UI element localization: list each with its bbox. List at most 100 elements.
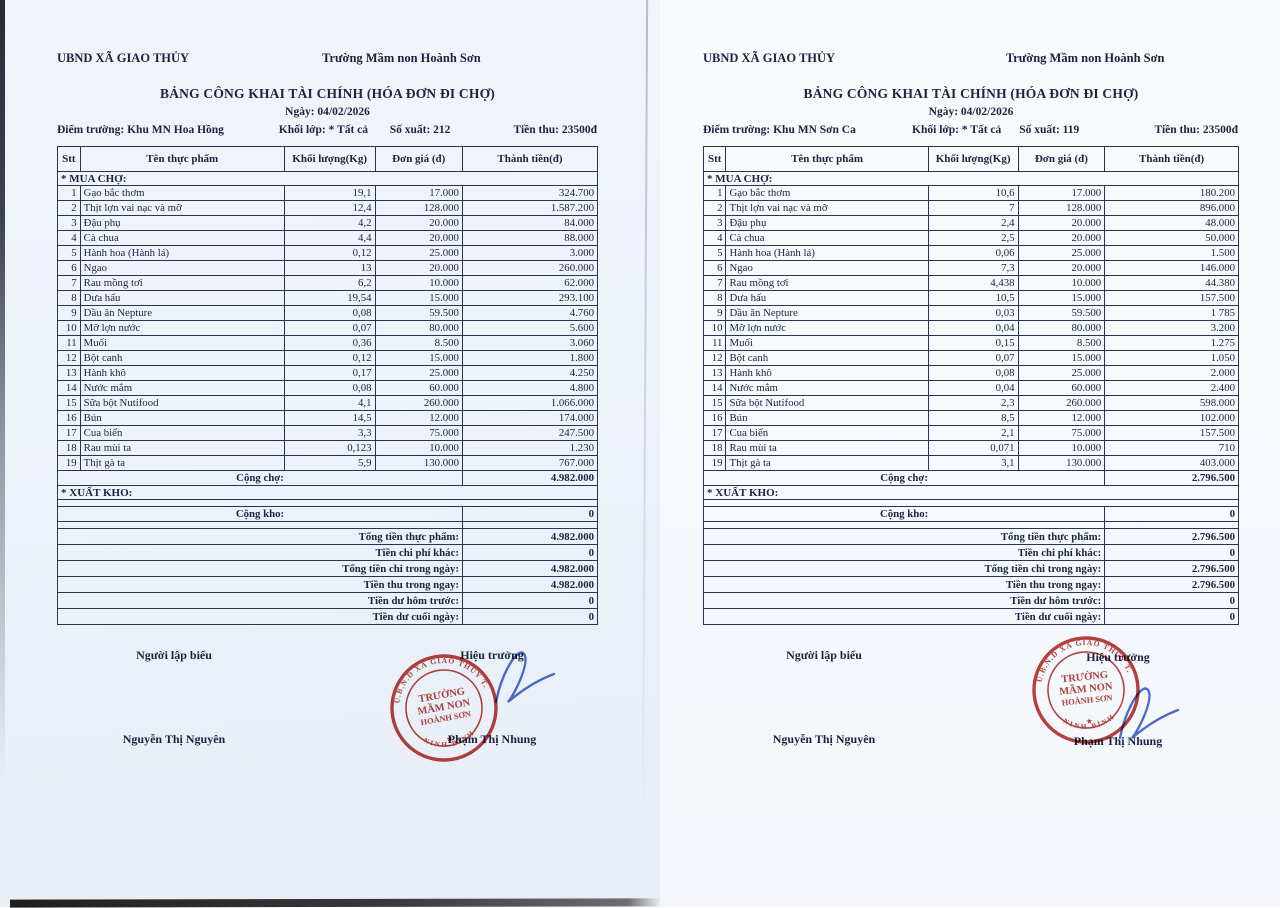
market-section-row: * MUA CHỢ:: [703, 171, 1239, 186]
item-price: 25.000: [374, 365, 463, 381]
item-stt: 5: [702, 245, 727, 261]
summary-row: Tiền chi phí khác: 0: [57, 544, 599, 561]
summary-row: Tổng tiền thực phẩm: 2.796.500: [702, 528, 1239, 545]
col-header-stt: Stt: [702, 146, 727, 172]
table-row: 18 Rau mùi ta 0,123 10.000 1.230: [57, 440, 599, 456]
stamp-star-icon: ★: [445, 734, 454, 744]
table-row: 16 Bún 14,5 12.000 174.000: [57, 410, 599, 426]
item-stt: 11: [702, 335, 727, 351]
item-stt: 15: [57, 395, 81, 411]
item-qty: 2,4: [927, 215, 1019, 231]
item-stt: 8: [57, 290, 81, 306]
table-row: 10 Mỡ lợn nước 0,04 80.000 3.200: [702, 320, 1239, 336]
item-name: Sữa bột Nutifood: [79, 395, 285, 411]
col-header-price: Đơn giá (đ): [1017, 146, 1106, 172]
item-qty: 5,9: [283, 455, 376, 471]
item-name: Hành hoa (Hành lá): [79, 245, 285, 261]
summary-value: 4.982.000: [461, 560, 599, 577]
item-amount: 180.200: [1104, 185, 1239, 201]
summary-label: Tiền chi phí khác:: [57, 544, 463, 561]
item-price: 17.000: [374, 185, 463, 201]
item-amount: 598.000: [1104, 395, 1239, 411]
item-qty: 0,07: [927, 350, 1019, 366]
spacer-row: [57, 521, 599, 529]
item-stt: 19: [57, 455, 81, 471]
item-qty: 2,3: [927, 395, 1019, 411]
item-price: 20.000: [1017, 260, 1106, 276]
item-amount: 146.000: [1104, 260, 1239, 276]
table-row: 9 Dầu ăn Nepture 0,08 59.500 4.760: [57, 305, 599, 321]
item-name: Hành khô: [79, 365, 285, 381]
item-amount: 1.587.200: [461, 200, 599, 216]
item-name: Cua biển: [79, 425, 285, 441]
item-price: 8.500: [1017, 335, 1106, 351]
info-row: Điểm trường: Khu MN Sơn Ca Khối lớp: * T…: [703, 124, 1239, 140]
principal-title: Hiệu trưởng: [1086, 650, 1150, 664]
market-section-label: * MUA CHỢ:: [57, 171, 598, 186]
item-stt: 19: [702, 455, 727, 471]
item-stt: 9: [702, 305, 727, 321]
item-stt: 5: [57, 245, 81, 261]
table-row: 10 Mỡ lợn nước 0,07 80.000 5.600: [57, 320, 599, 336]
summary-label: Tiền dư hôm trước:: [702, 592, 1106, 609]
market-total-label: Cộng chợ:: [57, 470, 463, 486]
item-stt: 12: [57, 350, 81, 366]
item-name: Thịt gà ta: [725, 455, 929, 471]
item-qty: 0,15: [927, 335, 1019, 351]
table-row: 6 Ngao 7,3 20.000 146.000: [702, 260, 1239, 276]
item-qty: 2,5: [927, 230, 1019, 246]
market-total-label: Cộng chợ:: [702, 470, 1106, 486]
voucher-count-label: Số xuất: 212: [389, 124, 451, 136]
item-qty: 19,1: [283, 185, 376, 201]
table-row: 7 Rau mồng tơi 6,2 10.000 62.000: [57, 275, 599, 291]
summary-label: Tổng tiền chi trong ngày:: [702, 560, 1106, 577]
market-total-value: 2.796.500: [1104, 470, 1239, 486]
item-name: Mỡ lợn nước: [79, 320, 285, 336]
item-name: Hành khô: [725, 365, 929, 381]
org-name: UBND XÃ GIAO THỦY: [57, 51, 190, 65]
school-stamp-icon: U.B.N.D XÃ GIAO THỦY T. NINH BÌNH TRƯỜNG…: [1031, 633, 1140, 744]
market-total-row: Cộng chợ: 2.796.500: [702, 470, 1239, 486]
preparer-signature-block: Người lập biểu Nguyễn Thị Nguyên: [739, 648, 909, 758]
item-amount: 260.000: [461, 260, 599, 276]
col-header-qty: Khối lượng(Kg): [283, 146, 376, 172]
org-row: UBND XÃ GIAO THỦY Trường Mầm non Hoành S…: [703, 51, 1239, 67]
item-name: Bột canh: [725, 350, 929, 366]
item-stt: 7: [702, 275, 727, 291]
item-amount: 1 785: [1104, 305, 1239, 321]
stock-total-label: Cộng kho:: [57, 506, 463, 522]
item-name: Dầu ăn Nepture: [725, 305, 929, 321]
stock-total-label: Cộng kho:: [702, 506, 1106, 522]
item-stt: 10: [702, 320, 727, 336]
table-row: 12 Bột canh 0,12 15.000 1.800: [57, 350, 599, 366]
spacer-row: [703, 499, 1239, 507]
class-label: Khối lớp: * Tất cả: [278, 124, 369, 136]
item-price: 20.000: [374, 215, 463, 231]
item-qty: 0,12: [283, 245, 376, 261]
summary-value: 4.982.000: [461, 528, 599, 545]
summary-row: Tổng tiền chi trong ngày: 2.796.500: [702, 560, 1239, 577]
principal-name: Phạm Thị Nhung: [1073, 734, 1163, 748]
item-qty: 4,2: [283, 215, 376, 231]
org-row: UBND XÃ GIAO THỦY Trường Mầm non Hoành S…: [57, 51, 598, 67]
invoice-page-right: UBND XÃ GIAO THỦY Trường Mầm non Hoành S…: [660, 0, 1280, 907]
item-qty: 0,36: [283, 335, 376, 351]
item-qty: 0,08: [283, 380, 376, 396]
summary-row: Tiền chi phí khác: 0: [702, 544, 1239, 561]
item-price: 15.000: [1017, 290, 1106, 306]
item-qty: 4,438: [927, 275, 1019, 291]
table-row: 11 Muối 0,36 8.500 3.060: [57, 335, 599, 351]
item-amount: 1.800: [461, 350, 599, 366]
item-price: 130.000: [374, 455, 463, 471]
item-amount: 48.000: [1104, 215, 1239, 231]
item-qty: 19,54: [283, 290, 376, 306]
summary-label: Tiền chi phí khác:: [702, 544, 1106, 561]
item-qty: 0,03: [927, 305, 1019, 321]
table-row: 1 Gạo bắc thơm 19,1 17.000 324.700: [57, 185, 599, 201]
item-qty: 10,6: [927, 185, 1019, 201]
item-price: 20.000: [374, 260, 463, 276]
spacer-row: [57, 499, 598, 507]
summary-value: 2.796.500: [1104, 576, 1239, 593]
item-price: 10.000: [1017, 440, 1106, 456]
table-row: 11 Muối 0,15 8.500 1.275: [702, 335, 1239, 351]
